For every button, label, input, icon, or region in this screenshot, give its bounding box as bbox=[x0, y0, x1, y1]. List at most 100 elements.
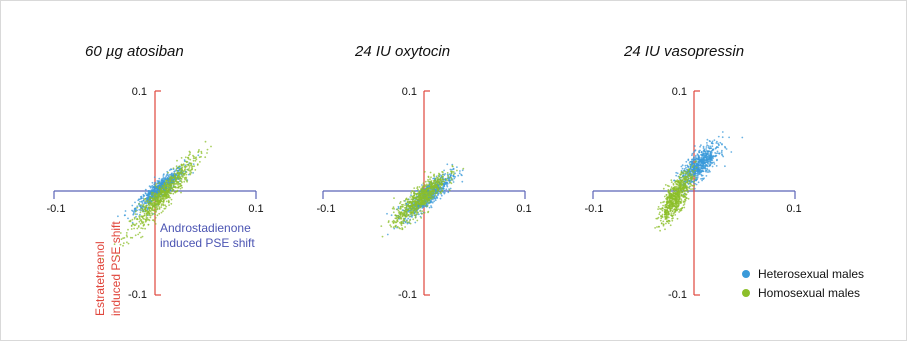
data-point bbox=[428, 193, 431, 196]
data-point bbox=[711, 165, 714, 168]
data-point bbox=[136, 205, 139, 208]
data-point bbox=[412, 218, 415, 221]
data-point bbox=[171, 176, 173, 179]
data-point bbox=[392, 206, 395, 209]
data-point bbox=[136, 213, 138, 216]
data-point bbox=[171, 182, 174, 185]
data-point bbox=[206, 148, 209, 151]
data-point bbox=[669, 205, 672, 208]
data-point bbox=[677, 208, 680, 211]
data-point bbox=[706, 142, 708, 144]
data-point bbox=[180, 184, 183, 187]
data-point bbox=[410, 194, 412, 197]
data-point bbox=[136, 218, 139, 221]
data-point bbox=[198, 156, 201, 159]
data-point bbox=[675, 192, 678, 195]
data-point bbox=[687, 170, 690, 173]
data-point bbox=[709, 145, 712, 148]
data-point bbox=[664, 184, 667, 186]
data-point bbox=[416, 193, 418, 195]
series-homosexual-points bbox=[101, 140, 212, 260]
data-point bbox=[116, 254, 119, 257]
data-point bbox=[178, 172, 181, 175]
data-point bbox=[393, 227, 396, 230]
data-point bbox=[414, 196, 417, 199]
data-point bbox=[686, 176, 689, 179]
data-point bbox=[160, 206, 163, 209]
data-point bbox=[435, 181, 438, 183]
data-point bbox=[674, 214, 677, 216]
data-point bbox=[176, 177, 179, 179]
data-point bbox=[159, 196, 161, 198]
data-point bbox=[667, 213, 670, 216]
data-point bbox=[139, 222, 142, 225]
data-point bbox=[705, 175, 708, 177]
data-point bbox=[703, 161, 706, 164]
data-point bbox=[411, 214, 414, 217]
data-point bbox=[160, 189, 162, 191]
data-point bbox=[406, 209, 409, 212]
data-point bbox=[190, 162, 193, 165]
data-point bbox=[701, 159, 704, 162]
data-point bbox=[410, 211, 413, 214]
data-point bbox=[677, 202, 679, 205]
data-point bbox=[170, 187, 173, 190]
data-point bbox=[704, 155, 706, 158]
data-point bbox=[695, 183, 698, 186]
data-point bbox=[153, 220, 156, 223]
data-point bbox=[677, 188, 680, 191]
data-point bbox=[432, 174, 435, 177]
data-point bbox=[701, 179, 703, 182]
data-point bbox=[172, 188, 175, 191]
data-point bbox=[430, 183, 433, 186]
data-point bbox=[184, 156, 187, 159]
data-point bbox=[420, 190, 423, 192]
data-point bbox=[398, 227, 400, 229]
data-point bbox=[200, 150, 203, 153]
data-point bbox=[669, 209, 672, 211]
data-point bbox=[688, 180, 691, 183]
data-point bbox=[184, 164, 187, 167]
data-point bbox=[428, 187, 431, 190]
data-point bbox=[438, 183, 440, 186]
data-point bbox=[144, 208, 147, 211]
data-point bbox=[680, 165, 683, 168]
x-tick-left-2: -0.1 bbox=[317, 203, 336, 215]
data-point bbox=[135, 222, 138, 225]
data-point bbox=[180, 173, 183, 175]
data-point bbox=[188, 150, 191, 153]
legend-marker-heterosexual bbox=[742, 270, 750, 278]
data-point bbox=[404, 202, 407, 205]
data-point bbox=[716, 158, 718, 161]
data-point bbox=[717, 152, 719, 155]
data-point bbox=[142, 221, 145, 224]
data-point bbox=[389, 224, 392, 227]
data-point bbox=[702, 178, 705, 181]
data-point bbox=[452, 181, 455, 183]
data-point bbox=[675, 204, 677, 206]
data-point bbox=[192, 163, 195, 166]
data-point bbox=[670, 186, 673, 189]
data-point bbox=[418, 190, 420, 193]
data-point bbox=[662, 220, 665, 223]
data-point bbox=[676, 208, 679, 211]
data-point bbox=[161, 197, 164, 199]
data-point bbox=[699, 170, 701, 173]
data-point bbox=[397, 216, 400, 219]
data-point bbox=[699, 145, 701, 148]
data-point bbox=[164, 177, 167, 180]
data-point bbox=[155, 183, 158, 185]
data-point bbox=[169, 179, 172, 182]
data-point bbox=[442, 180, 444, 183]
data-point bbox=[443, 191, 446, 194]
data-point bbox=[172, 167, 175, 170]
data-point bbox=[386, 212, 388, 215]
data-point bbox=[673, 208, 675, 211]
data-point bbox=[700, 151, 703, 154]
data-point bbox=[683, 178, 686, 180]
data-point bbox=[397, 209, 400, 212]
data-point bbox=[696, 178, 698, 181]
data-point bbox=[180, 191, 182, 194]
data-point bbox=[442, 185, 445, 188]
